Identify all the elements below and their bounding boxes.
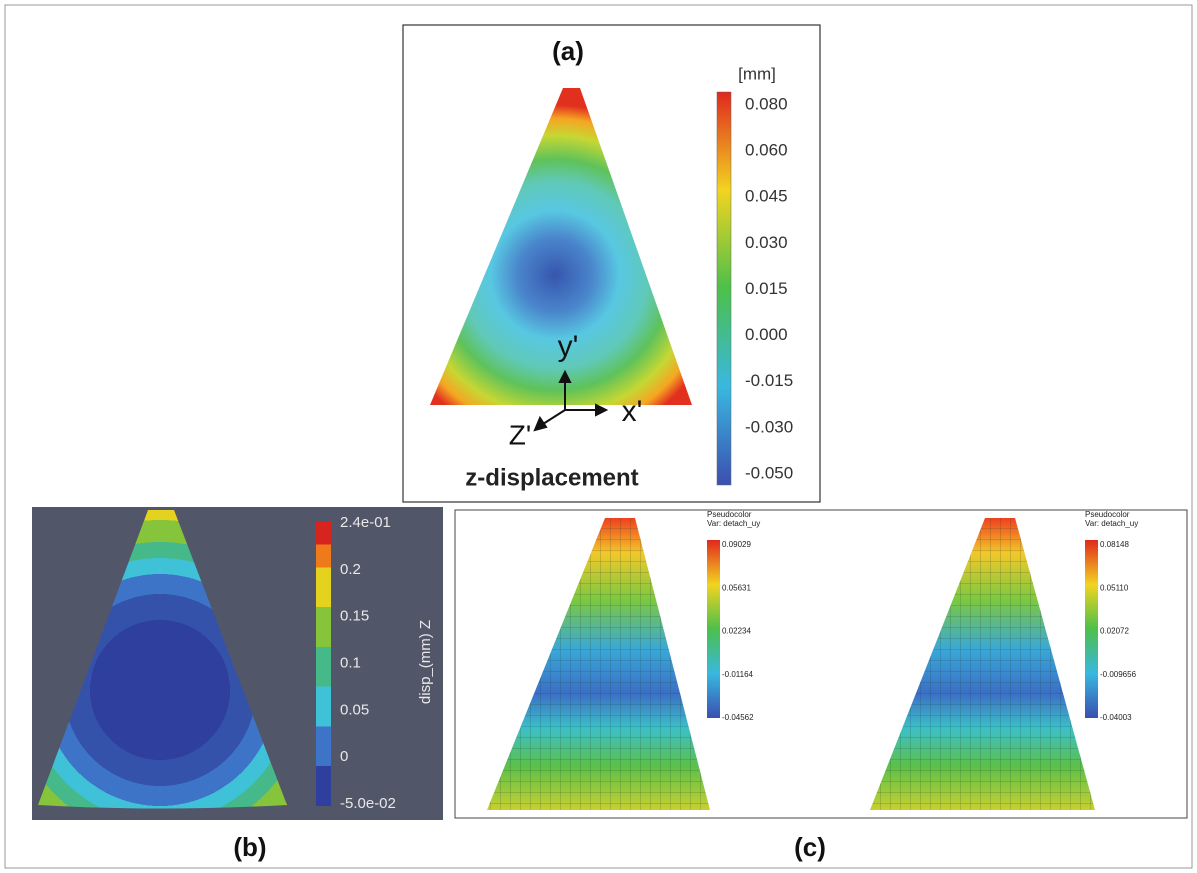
tick-label: 0 — [340, 748, 348, 765]
axis-label: x' — [622, 395, 643, 428]
colorbar-title: disp_(mm) Z — [417, 620, 434, 704]
tick-label: -0.050 — [745, 463, 793, 482]
panel-label: (b) — [233, 832, 266, 862]
colorbar-unit: [mm] — [738, 64, 776, 83]
caption: z-displacement — [465, 464, 638, 491]
tick-label: 0.030 — [745, 233, 788, 252]
contour-plot — [430, 88, 692, 405]
tick-label: 0.05 — [340, 701, 369, 718]
figure-border — [4, 4, 1193, 869]
tick-label: -0.01164 — [722, 670, 754, 679]
colorbar — [1085, 540, 1098, 718]
legend-variable: Var: detach_uy — [707, 519, 760, 528]
tick-label: 2.4e-01 — [340, 514, 391, 531]
legend-title: Pseudocolor — [707, 510, 752, 519]
axis-label: y' — [558, 330, 579, 363]
panel-label: (c) — [794, 832, 826, 862]
axis-label: Z' — [509, 419, 531, 450]
tick-label: 0.000 — [745, 325, 788, 344]
tick-label: 0.05631 — [722, 583, 751, 592]
tick-label: 0.09029 — [722, 540, 751, 549]
tick-label: 0.045 — [745, 187, 788, 206]
tick-label: 0.15 — [340, 608, 369, 625]
panel-label: (a) — [552, 36, 584, 66]
legend-variable: Var: detach_uy — [1085, 519, 1138, 528]
tick-label: 0.02072 — [1100, 627, 1129, 636]
legend-title: Pseudocolor — [1085, 510, 1130, 519]
tick-label: -0.015 — [745, 371, 793, 390]
tick-label: 0.080 — [745, 94, 788, 113]
fem-plot — [487, 518, 710, 810]
tick-label: 0.015 — [745, 279, 788, 298]
tick-label: 0.2 — [340, 561, 361, 578]
panel-a-frame — [402, 24, 821, 503]
tick-label: 0.02234 — [722, 627, 751, 636]
tick-label: 0.05110 — [1100, 583, 1129, 592]
colorbar — [316, 522, 331, 806]
axis-triad — [533, 369, 609, 432]
colorbar — [707, 540, 720, 718]
colorbar-ticks: 0.080 0.060 0.045 0.030 0.015 0.000 -0.015 -0.0… — [745, 94, 793, 482]
colorbar — [716, 91, 732, 486]
fem-plot — [870, 518, 1095, 810]
tick-label: -0.009656 — [1100, 670, 1137, 679]
tick-label: 0.060 — [745, 141, 788, 160]
colorbar-ticks: 2.4e-01 0.2 0.15 0.1 0.05 0 -5.0e-02 — [340, 514, 396, 812]
tick-label: 0.1 — [340, 654, 361, 671]
tick-label: 0.08148 — [1100, 540, 1129, 549]
tick-label: -0.030 — [745, 417, 793, 436]
contour-plot — [38, 510, 287, 809]
tick-label: -5.0e-02 — [340, 795, 396, 812]
colorbar-ticks: 0.09029 0.05631 0.02234 -0.01164 -0.04562 0.0… — [722, 540, 1137, 722]
tick-label: -0.04003 — [1100, 713, 1132, 722]
tick-label: -0.04562 — [722, 713, 754, 722]
